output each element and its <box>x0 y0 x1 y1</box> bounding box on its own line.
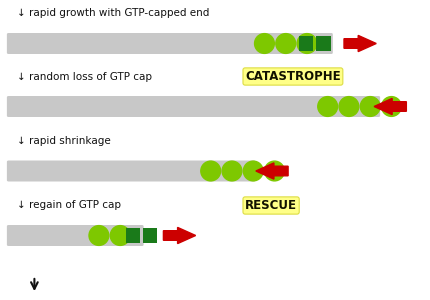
Text: ↓ rapid growth with GTP-capped end: ↓ rapid growth with GTP-capped end <box>17 8 209 19</box>
Text: ↓ regain of GTP cap: ↓ regain of GTP cap <box>17 200 121 211</box>
Ellipse shape <box>255 34 274 53</box>
FancyBboxPatch shape <box>7 33 333 54</box>
Text: ↓ random loss of GTP cap: ↓ random loss of GTP cap <box>17 71 152 82</box>
Ellipse shape <box>222 161 242 181</box>
Bar <box>143 228 157 243</box>
Bar <box>299 36 313 51</box>
Ellipse shape <box>339 97 359 116</box>
Ellipse shape <box>297 34 317 53</box>
Ellipse shape <box>264 161 284 181</box>
Ellipse shape <box>89 226 109 245</box>
Ellipse shape <box>110 226 130 245</box>
FancyArrow shape <box>344 35 376 52</box>
Bar <box>316 36 331 51</box>
Ellipse shape <box>243 161 263 181</box>
FancyBboxPatch shape <box>7 96 380 117</box>
Ellipse shape <box>360 97 380 116</box>
Text: CATASTROPHE: CATASTROPHE <box>245 70 341 83</box>
Ellipse shape <box>201 161 221 181</box>
Ellipse shape <box>276 34 295 53</box>
Text: ↓ rapid shrinkage: ↓ rapid shrinkage <box>17 136 111 146</box>
FancyArrow shape <box>374 98 406 115</box>
FancyBboxPatch shape <box>7 160 255 182</box>
FancyArrow shape <box>163 227 196 244</box>
Text: RESCUE: RESCUE <box>245 199 297 212</box>
Ellipse shape <box>381 97 401 116</box>
Bar <box>126 228 140 243</box>
Ellipse shape <box>318 97 338 116</box>
FancyBboxPatch shape <box>7 225 144 246</box>
FancyArrow shape <box>256 163 288 179</box>
